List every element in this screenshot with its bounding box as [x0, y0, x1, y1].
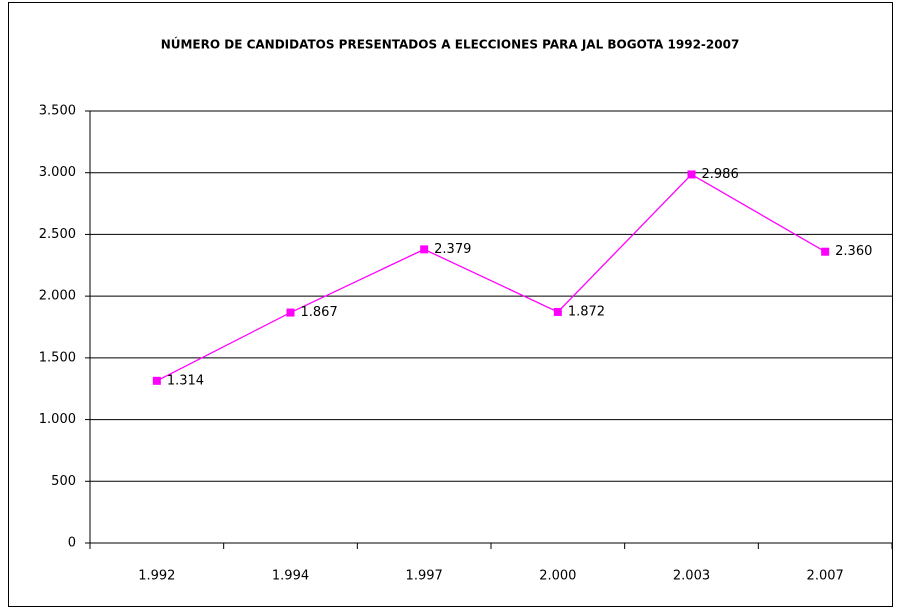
y-tick-label: 2.500 — [39, 227, 76, 242]
x-tick-label: 2.007 — [807, 569, 844, 584]
chart-border — [8, 2, 893, 607]
marker — [152, 376, 161, 385]
y-tick-label: 1.000 — [39, 412, 76, 427]
y-tick-label: 1.500 — [39, 350, 76, 365]
chart-title: NÚMERO DE CANDIDATOS PRESENTADOS A ELECC… — [161, 37, 740, 52]
data-label: 1.314 — [167, 373, 204, 388]
data-label: 2.986 — [702, 167, 739, 182]
data-label: 2.379 — [434, 242, 471, 257]
x-tick-label: 1.992 — [138, 569, 175, 584]
y-tick-label: 3.000 — [39, 165, 76, 180]
x-tick-label: 1.994 — [272, 569, 309, 584]
marker — [821, 247, 830, 256]
y-tick-label: 0 — [68, 536, 76, 551]
line — [156, 173, 826, 382]
marker — [687, 170, 696, 179]
x-tick-label: 2.003 — [673, 569, 710, 584]
y-tick-label: 3.500 — [39, 104, 76, 119]
data-label: 2.360 — [835, 244, 872, 259]
marker — [286, 308, 295, 317]
y-tick-label: 2.000 — [39, 289, 76, 304]
marker — [420, 245, 429, 254]
marker — [553, 307, 562, 316]
data-label: 1.872 — [568, 304, 605, 319]
y-tick-label: 500 — [51, 474, 76, 489]
x-tick-label: 1.997 — [406, 569, 443, 584]
x-tick-label: 2.000 — [539, 569, 576, 584]
data-label: 1.867 — [301, 305, 338, 320]
